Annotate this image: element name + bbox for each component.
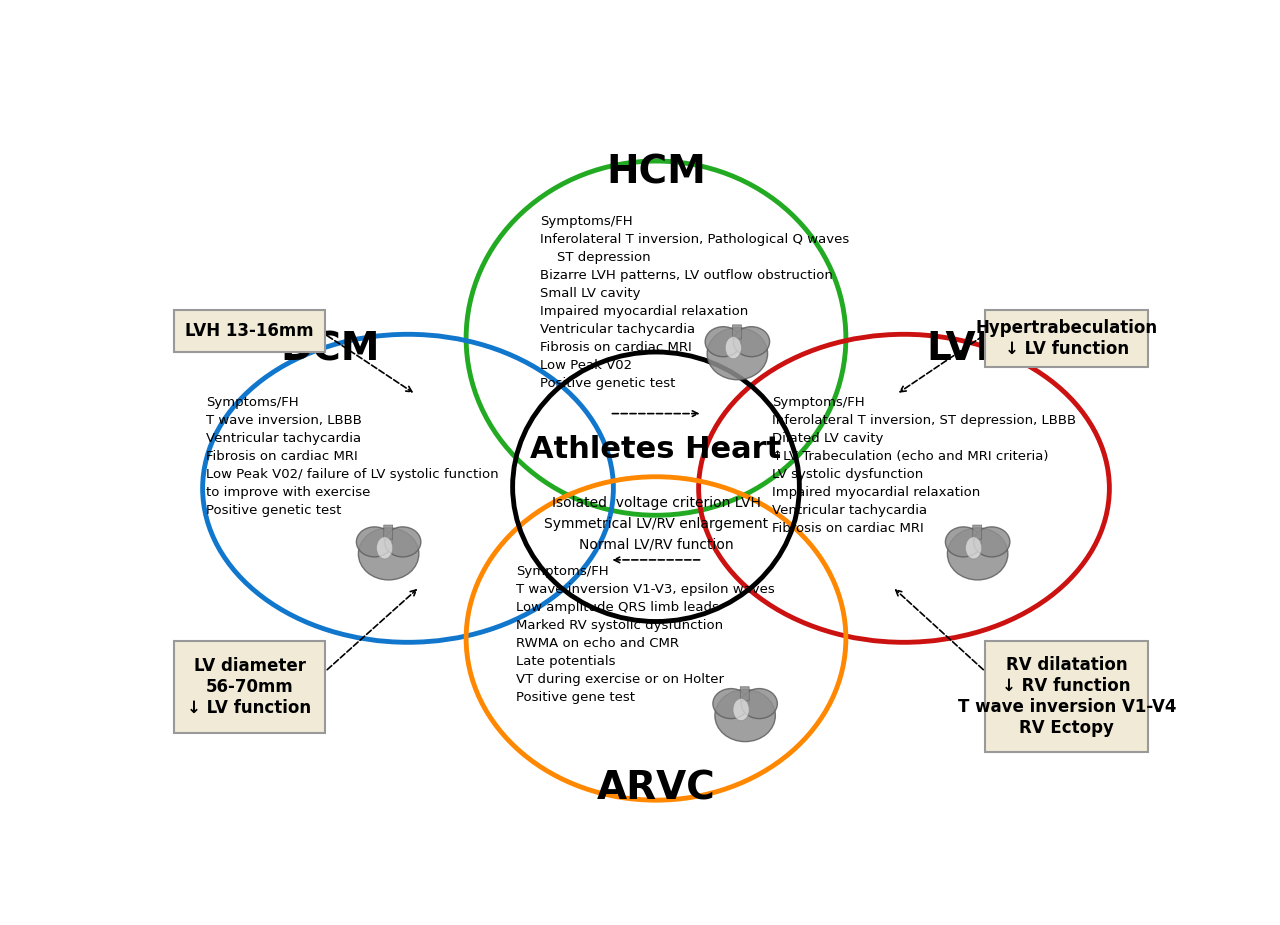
FancyBboxPatch shape [973, 525, 982, 539]
Ellipse shape [733, 327, 769, 357]
Ellipse shape [947, 528, 1007, 580]
FancyBboxPatch shape [174, 310, 325, 352]
Text: Symptoms/FH
Inferolateral T inversion, ST depression, LBBB
Dilated LV cavity
↑LV: Symptoms/FH Inferolateral T inversion, S… [772, 396, 1076, 535]
Text: HCM: HCM [605, 154, 707, 191]
Ellipse shape [733, 698, 749, 721]
Text: RV dilatation
↓ RV function
T wave inversion V1-V4
RV Ectopy: RV dilatation ↓ RV function T wave inver… [957, 657, 1176, 737]
Text: Symptoms/FH
T wave inversion, LBBB
Ventricular tachycardia
Fibrosis on cardiac M: Symptoms/FH T wave inversion, LBBB Ventr… [206, 396, 499, 517]
Text: DCM: DCM [280, 331, 380, 369]
Text: Athletes Heart: Athletes Heart [530, 436, 782, 464]
Ellipse shape [974, 527, 1010, 557]
Ellipse shape [741, 688, 777, 719]
Ellipse shape [726, 337, 741, 359]
FancyBboxPatch shape [174, 641, 325, 734]
Text: Symptoms/FH
T wave inversion V1-V3, epsilon waves
Low amplitude QRS limb leads
M: Symptoms/FH T wave inversion V1-V3, epsi… [517, 565, 776, 704]
Ellipse shape [358, 528, 419, 580]
Text: ARVC: ARVC [596, 770, 716, 808]
Ellipse shape [376, 536, 393, 559]
Text: Hypertrabeculation
↓ LV function: Hypertrabeculation ↓ LV function [975, 319, 1158, 358]
FancyBboxPatch shape [740, 686, 749, 701]
Text: LVNC: LVNC [927, 331, 1037, 369]
FancyBboxPatch shape [986, 641, 1148, 752]
Ellipse shape [384, 527, 421, 557]
FancyBboxPatch shape [732, 325, 741, 339]
Ellipse shape [716, 689, 776, 742]
Ellipse shape [705, 327, 741, 357]
Ellipse shape [356, 527, 393, 557]
Text: LV diameter
56-70mm
↓ LV function: LV diameter 56-70mm ↓ LV function [187, 657, 311, 717]
FancyBboxPatch shape [384, 525, 393, 539]
FancyBboxPatch shape [986, 310, 1148, 367]
Ellipse shape [713, 688, 749, 719]
Ellipse shape [707, 327, 768, 380]
Ellipse shape [946, 527, 982, 557]
Text: LVH 13-16mm: LVH 13-16mm [186, 322, 314, 339]
Text: Isolated  voltage criterion LVH
Symmetrical LV/RV enlargement
Normal LV/RV funct: Isolated voltage criterion LVH Symmetric… [544, 496, 768, 551]
Ellipse shape [965, 536, 982, 559]
Text: Symptoms/FH
Inferolateral T inversion, Pathological Q waves
    ST depression
Bi: Symptoms/FH Inferolateral T inversion, P… [540, 215, 849, 390]
